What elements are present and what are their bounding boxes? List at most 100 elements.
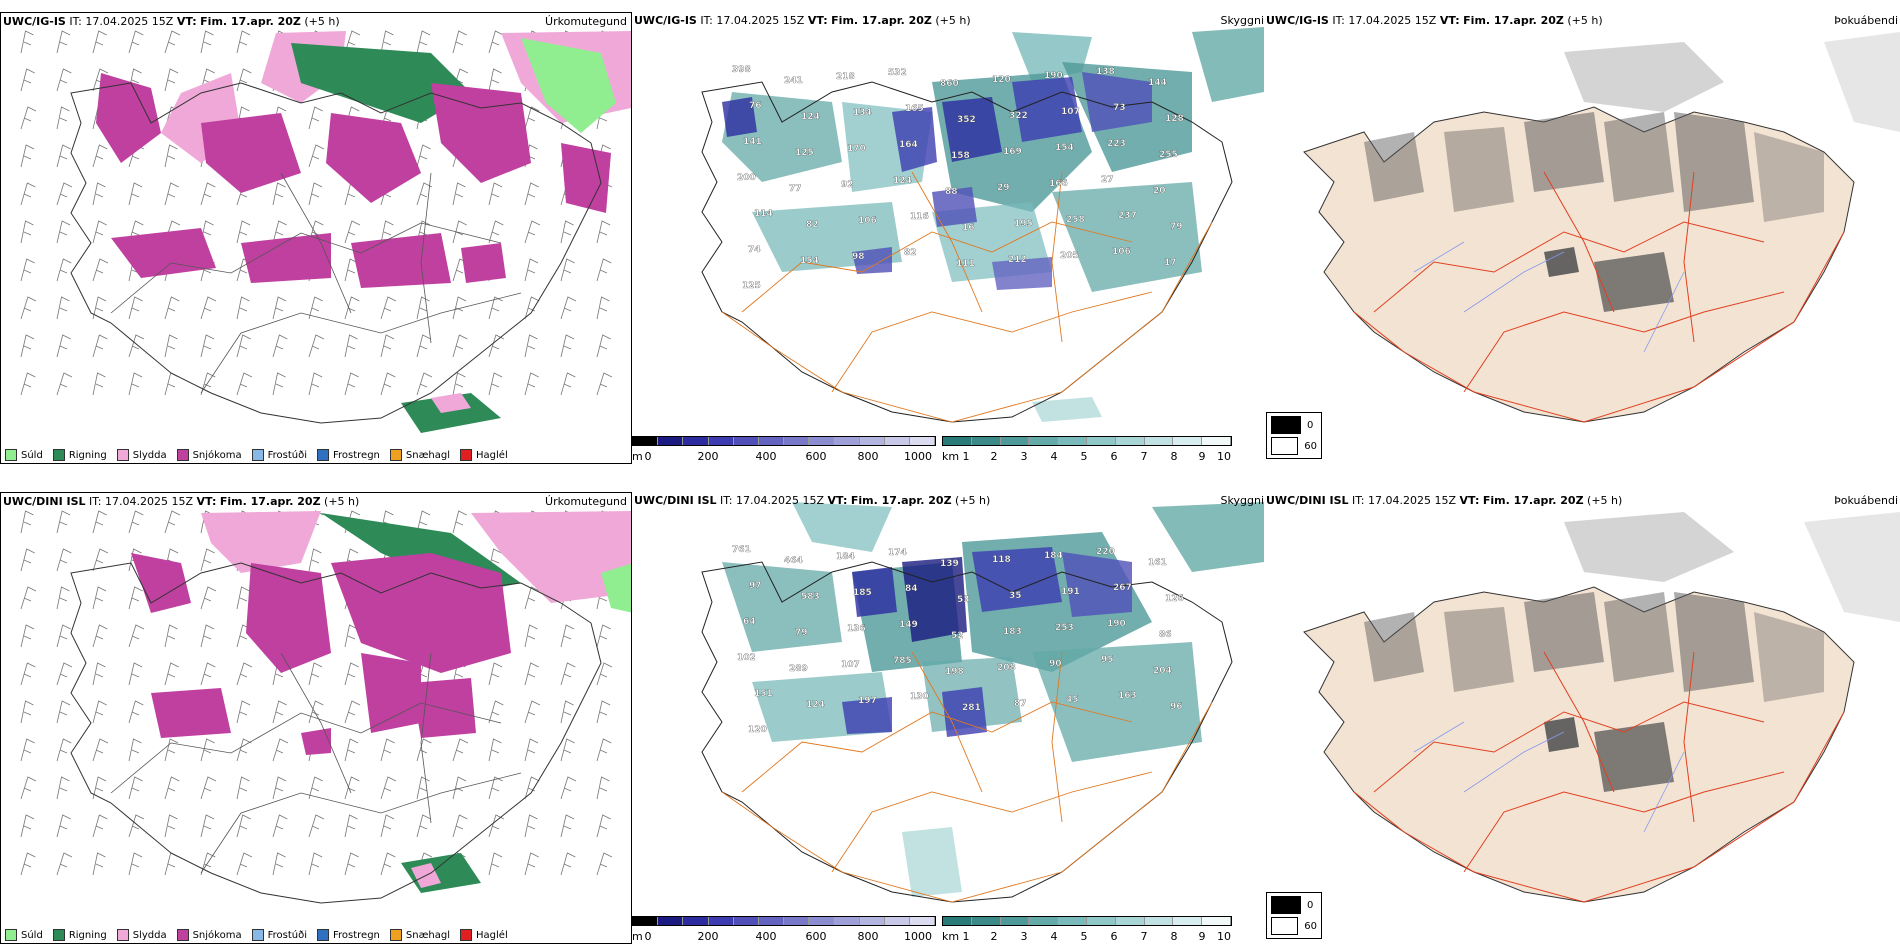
legend-item: Súld: [5, 449, 43, 461]
cloud-base-label: 84: [905, 584, 918, 594]
wind-barb: [92, 662, 106, 686]
legend-swatch: [389, 929, 402, 941]
tick-label: 8: [1170, 450, 1178, 463]
legend-item: Snæhagl: [389, 929, 450, 941]
wind-barb: [128, 738, 142, 762]
cloud-base-label: 195: [1014, 219, 1033, 229]
wind-barb: [200, 662, 216, 686]
panel-title: UWC/IG-IS IT: 17.04.2025 15Z VT: Fim. 17…: [1266, 14, 1603, 27]
wind-barb: [272, 738, 289, 762]
rivers: [1413, 241, 1685, 353]
tick-label: 3: [1020, 930, 1028, 943]
colorbar-swatch: [884, 917, 910, 925]
cloud-base-label: 87: [1014, 699, 1027, 709]
colorbar-swatch: [859, 437, 885, 445]
cloud-visibility-panel-top: UWC/IG-IS IT: 17.04.2025 15Z VT: Fim. 17…: [632, 12, 1264, 464]
tick-label: 8: [1170, 930, 1178, 943]
colorbar-swatch: [758, 437, 785, 445]
legend-swatch: [176, 929, 189, 941]
cloud-base-label: 88: [945, 187, 958, 197]
wind-barb: [92, 334, 108, 358]
colorbar-swatch: [884, 437, 910, 445]
colorbar-swatch: [758, 917, 785, 925]
wind-barb: [488, 30, 504, 54]
wind-barb: [560, 776, 577, 800]
wind-barb: [92, 700, 107, 724]
wind-barb: [236, 852, 253, 876]
cloud-base-label: 97: [749, 581, 762, 591]
wind-barb: [380, 334, 395, 358]
colorbar-swatch: [1029, 917, 1059, 925]
cloud-base-label: 95: [1101, 655, 1114, 665]
tick-label: 10: [1217, 930, 1231, 943]
wind-barb: [92, 30, 107, 54]
legend-item: Frostúði: [251, 929, 307, 941]
legend-swatch: [116, 449, 129, 461]
wind-barb: [560, 220, 574, 244]
legend-swatch: [52, 449, 65, 461]
colorbar-swatch: [971, 437, 1001, 445]
legend-item: Slydda: [116, 449, 167, 461]
cloud-base-label: 102: [737, 653, 756, 663]
colorbar-swatch: [1086, 437, 1116, 445]
cloud-map: 761 464 184 174 139 118 184 220 161 97 583 185 84 53 3…: [701, 502, 1264, 903]
cloud-base-label: 139: [940, 559, 959, 569]
wind-barb: [200, 182, 216, 206]
tick-label: 7: [1140, 930, 1148, 943]
cloud-base-label: 583: [801, 592, 820, 602]
wind-barb: [596, 700, 611, 724]
wind-barb: [20, 296, 37, 320]
colorbar-swatch: [733, 917, 759, 925]
wind-barb: [416, 814, 431, 838]
cloud-base-label: 149: [899, 620, 918, 630]
tick-label: 400: [755, 450, 777, 463]
wind-barb: [164, 182, 179, 206]
cloud-base-label: 166: [1049, 179, 1068, 189]
wind-barb: [308, 144, 325, 168]
cloud-base-label: 124: [801, 112, 820, 122]
wind-barb: [344, 738, 359, 762]
cloud-value-labels: 761 464 184 174 139 118 184 220 161 97 583 185 84 53 3…: [732, 545, 1184, 735]
cloud-base-label: 17: [1164, 258, 1177, 268]
wind-barb: [56, 738, 72, 762]
wind-barb: [236, 296, 250, 320]
tick-label: 1000: [904, 930, 932, 943]
wind-barb: [128, 776, 143, 800]
wind-barb: [596, 258, 612, 282]
wind-barb: [200, 586, 217, 610]
wind-barb: [92, 258, 109, 282]
cloud-base-label: 183: [1003, 627, 1022, 637]
cloud-base-label: 281: [962, 703, 981, 713]
wind-barb: [452, 296, 467, 320]
legend-swatch: [5, 449, 17, 461]
wind-barb: [236, 776, 250, 800]
wind-barb: [344, 662, 359, 686]
wind-barb: [596, 852, 613, 876]
colorbar-swatch: [943, 437, 972, 445]
wind-barb: [560, 296, 577, 320]
tick-label: 1: [962, 450, 970, 463]
cloud-base-label: 190: [1107, 619, 1126, 629]
wind-barb: [164, 624, 178, 648]
cloud-base-label: 125: [795, 148, 814, 158]
wind-barb: [308, 182, 323, 206]
wind-barb: [488, 372, 503, 396]
wind-barb: [488, 738, 502, 762]
wind-barb: [524, 220, 541, 244]
cloudbase-swatches: [632, 916, 936, 926]
wind-barb: [452, 182, 466, 206]
precip-legend: Súld Rigning Slydda Snjókoma Frostúði Fr…: [5, 929, 508, 941]
wind-barb: [380, 852, 396, 876]
colorbar-swatch: [658, 437, 684, 445]
wind-barb: [524, 586, 540, 610]
cloud-base-label: 464: [784, 556, 803, 566]
colorbar-swatch: [1173, 917, 1203, 925]
wind-barb: [380, 776, 397, 800]
visibility-colorbar: km 1 2 3 4 5 6 7 8 9 10: [942, 436, 1232, 464]
colorbar-swatch: [784, 917, 810, 925]
wind-barb: [488, 182, 503, 206]
colorbar-swatch: [633, 917, 659, 925]
wind-barb: [272, 814, 288, 838]
legend-item: Frostúði: [251, 449, 307, 461]
wind-barb: [200, 548, 215, 572]
